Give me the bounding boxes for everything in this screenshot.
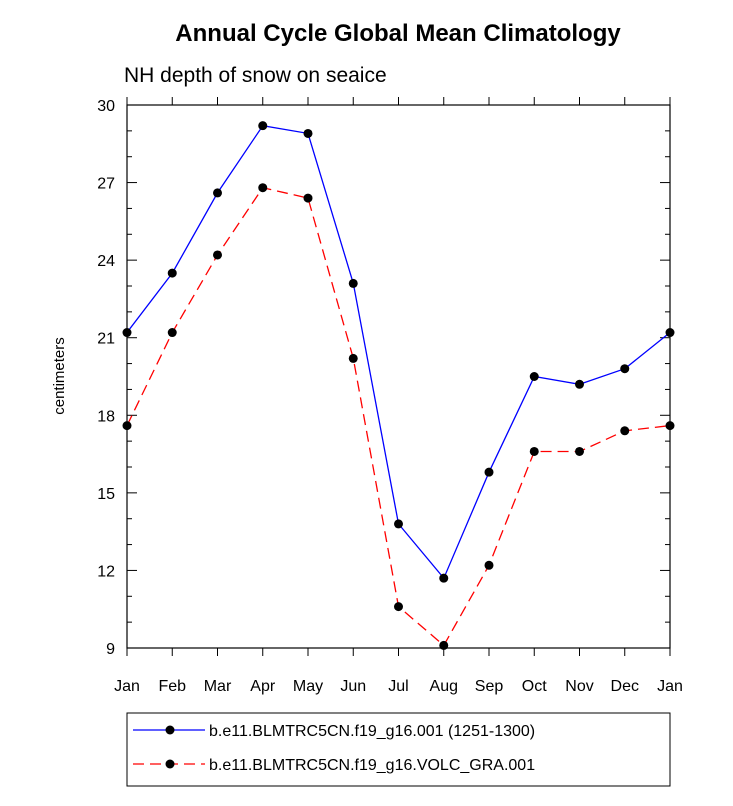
series-2-point xyxy=(529,446,539,456)
series-2-point xyxy=(484,560,494,570)
y-tick-label: 15 xyxy=(97,486,115,503)
x-tick-label: Jan xyxy=(114,678,140,695)
x-tick-label: Oct xyxy=(522,678,547,695)
series-1-point xyxy=(167,268,177,278)
x-tick-label: Feb xyxy=(158,678,186,695)
series-1-point xyxy=(620,364,630,374)
x-tick-label: Sep xyxy=(475,678,504,695)
series-2-point xyxy=(303,193,313,203)
legend-marker-series-2 xyxy=(165,759,175,769)
series-1-point xyxy=(303,128,313,138)
series-1-point xyxy=(348,278,358,288)
legend-frame xyxy=(126,712,671,787)
series-2-point xyxy=(167,328,177,338)
plot-frame xyxy=(126,104,671,649)
y-tick-label: 18 xyxy=(97,408,115,425)
chart-title: Annual Cycle Global Mean Climatology xyxy=(175,20,621,47)
axes: 9 12 15 18 21 24 27 30 Jan Feb Mar Apr May Jun Jul Aug S… xyxy=(97,97,683,695)
legend-label-series-1: b.e11.BLMTRC5CN.f19_g16.001 (1251-1300) xyxy=(209,723,535,740)
series-2-point xyxy=(620,426,630,436)
series-1-point xyxy=(213,188,222,198)
x-tick-label: Dec xyxy=(611,678,639,695)
y-tick-label: 9 xyxy=(106,641,115,658)
series-1-point xyxy=(484,467,494,477)
x-tick-label: Apr xyxy=(250,678,276,695)
series-1-point xyxy=(529,372,539,381)
series-2-point xyxy=(348,353,358,363)
x-tick-label: Jun xyxy=(340,678,366,695)
series-line-1 xyxy=(126,124,671,580)
series-2-point xyxy=(575,446,584,456)
chart-subtitle: NH depth of snow on seaice xyxy=(124,64,387,87)
x-tick-label: Nov xyxy=(565,678,593,695)
series-2-point xyxy=(213,250,222,260)
y-axis-label: centimeters xyxy=(51,337,68,415)
series-2-point xyxy=(394,602,403,612)
y-tick-label: 21 xyxy=(97,331,115,348)
series-1-point xyxy=(439,573,449,583)
series-2-point xyxy=(258,183,268,193)
series-line-2 xyxy=(126,186,671,647)
series-1-point xyxy=(258,121,268,131)
x-tick-label: Jan xyxy=(657,678,683,695)
series-group xyxy=(122,121,675,650)
series-1-point xyxy=(575,379,584,389)
y-tick-label: 30 xyxy=(97,98,115,115)
legend-label-series-2: b.e11.BLMTRC5CN.f19_g16.VOLC_GRA.001 xyxy=(209,757,535,774)
x-tick-label: Aug xyxy=(430,678,458,695)
legend: b.e11.BLMTRC5CN.f19_g16.001 (1251-1300) … xyxy=(126,712,671,787)
x-tick-label: Jul xyxy=(388,678,408,695)
y-tick-label: 12 xyxy=(97,563,115,580)
x-tick-label: May xyxy=(293,678,323,695)
x-tick-label: Mar xyxy=(204,678,232,695)
legend-marker-series-1 xyxy=(165,725,175,735)
series-1-point xyxy=(394,519,403,529)
y-tick-label: 24 xyxy=(97,253,115,270)
y-tick-label: 27 xyxy=(97,176,115,193)
